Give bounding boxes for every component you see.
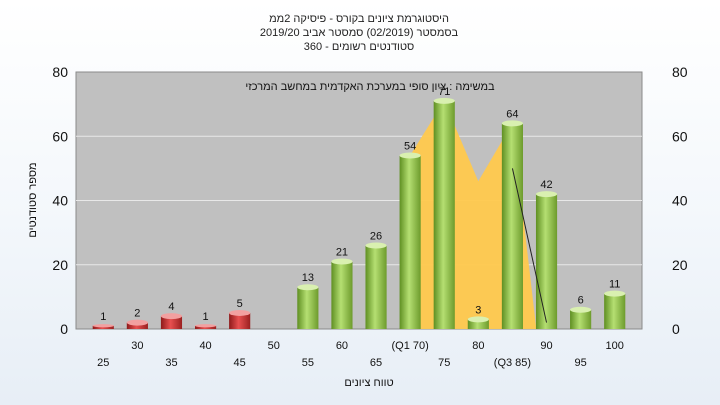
bar bbox=[399, 155, 421, 329]
trend-line bbox=[511, 168, 548, 323]
bar bbox=[297, 287, 319, 329]
y-tick-right: 20 bbox=[672, 257, 688, 273]
x-tick-label: 80 bbox=[472, 340, 484, 352]
x-tick-label: 60 bbox=[336, 340, 348, 352]
bar bbox=[535, 194, 558, 329]
data-label: 42 bbox=[540, 179, 552, 191]
data-label: 4 bbox=[168, 301, 174, 313]
data-label: 26 bbox=[370, 230, 382, 242]
bars bbox=[92, 97, 626, 330]
bar-cap bbox=[229, 309, 251, 316]
bar-cap bbox=[160, 313, 183, 320]
data-label: 2 bbox=[134, 308, 140, 320]
bar-cap bbox=[570, 306, 592, 313]
data-label: 13 bbox=[302, 272, 314, 284]
x-tick-label: 40 bbox=[199, 340, 211, 352]
y-axis-left: 0 20 40 60 80 bbox=[52, 64, 68, 337]
x-tick-label: (Q3 85) bbox=[494, 357, 531, 369]
y-axis-right: 0 20 40 60 80 bbox=[672, 64, 688, 337]
bar bbox=[604, 293, 626, 329]
y-tick-right: 0 bbox=[672, 321, 680, 337]
bar-cap bbox=[433, 97, 455, 104]
bar-cap bbox=[501, 120, 524, 127]
x-tick-label: 55 bbox=[302, 357, 314, 369]
data-label: 5 bbox=[237, 298, 243, 310]
x-axis-label: טווח ציונים bbox=[344, 377, 393, 389]
bar-cap bbox=[92, 324, 114, 328]
chart-annotation: במשימה : ציון סופי במערכת האקדמית במחשב … bbox=[245, 81, 495, 93]
bar bbox=[467, 319, 489, 329]
x-tick-label: 75 bbox=[438, 357, 450, 369]
x-tick-label: 35 bbox=[165, 357, 177, 369]
title-line-3: סטודנטים רשומים - 360 bbox=[304, 41, 415, 53]
bar-cap bbox=[535, 191, 558, 198]
y-tick-left: 20 bbox=[52, 257, 68, 273]
bar bbox=[160, 316, 183, 329]
bar bbox=[433, 100, 455, 329]
bar-cap bbox=[365, 242, 387, 249]
data-labels: 1 2 4 1 5 13 21 26 54 71 3 64 42 6 11 bbox=[100, 86, 620, 323]
bar bbox=[365, 245, 387, 329]
bar bbox=[126, 322, 148, 329]
title-line-1: היסטוגרמת ציונים בקורס - פיסיקה 2ממ bbox=[269, 13, 449, 25]
x-axis: 25 30 35 40 45 50 55 60 65 (Q1 70) 75 80 (Q3 85) 90 95… bbox=[97, 340, 624, 369]
bar bbox=[331, 261, 353, 329]
data-label: 21 bbox=[336, 247, 348, 259]
data-label: 71 bbox=[438, 86, 450, 98]
x-tick-label: 30 bbox=[131, 340, 143, 352]
x-tick-label: 95 bbox=[575, 357, 587, 369]
y-tick-left: 60 bbox=[52, 128, 68, 144]
x-tick-label: 50 bbox=[268, 340, 280, 352]
y-axis-label: מספר סטודנטים bbox=[27, 162, 39, 237]
y-tick-right: 80 bbox=[672, 64, 688, 80]
bar-cap bbox=[604, 290, 626, 297]
bar-cap bbox=[399, 152, 421, 159]
data-label: 1 bbox=[100, 311, 106, 323]
x-tick-label: 100 bbox=[606, 340, 624, 352]
data-label: 11 bbox=[609, 279, 620, 291]
x-tick-label: 45 bbox=[234, 357, 246, 369]
bar-cap bbox=[331, 258, 353, 265]
title-line-2: בסמסטר (02/2019) סמסטר אביב 2019/20 bbox=[260, 27, 459, 39]
y-tick-right: 40 bbox=[672, 193, 688, 209]
x-tick-label: (Q1 70) bbox=[391, 340, 428, 352]
y-tick-left: 0 bbox=[60, 321, 68, 337]
bar bbox=[229, 312, 251, 329]
x-tick-label: 25 bbox=[97, 357, 109, 369]
bar bbox=[501, 123, 524, 330]
bar-cap bbox=[297, 284, 319, 291]
data-label: 6 bbox=[578, 295, 584, 307]
x-tick-label: 65 bbox=[370, 357, 382, 369]
y-tick-left: 40 bbox=[52, 193, 68, 209]
x-tick-label: 90 bbox=[540, 340, 552, 352]
data-label: 54 bbox=[404, 141, 416, 153]
chart-title: היסטוגרמת ציונים בקורס - פיסיקה 2ממ בסמס… bbox=[260, 13, 459, 53]
bar-cap bbox=[194, 324, 217, 328]
y-tick-right: 60 bbox=[672, 128, 688, 144]
y-tick-left: 80 bbox=[52, 64, 68, 80]
data-label: 1 bbox=[203, 311, 209, 323]
bar bbox=[570, 309, 592, 329]
data-label: 3 bbox=[475, 304, 481, 316]
data-label: 64 bbox=[506, 108, 518, 120]
bar-cap bbox=[467, 316, 489, 323]
bar-cap bbox=[126, 319, 148, 326]
